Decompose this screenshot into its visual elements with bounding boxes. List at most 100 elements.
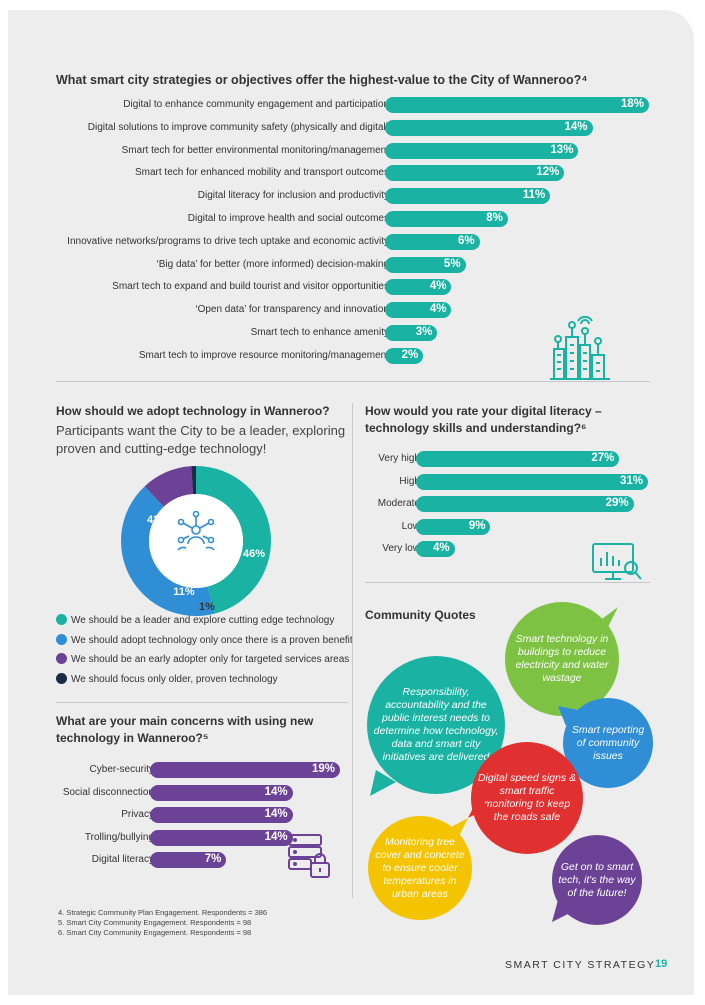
donut-hole <box>149 494 243 588</box>
bar-label: Smart tech to expand and build tourist a… <box>112 281 389 293</box>
bar-value: 29% <box>605 497 629 510</box>
bubble-tail <box>442 818 468 838</box>
bar: 14% <box>150 829 293 846</box>
bar-value: 4% <box>433 542 450 555</box>
bar-label: Digital literacy <box>91 854 154 866</box>
bar-value: 12% <box>536 166 560 179</box>
bar-value: 8% <box>486 212 503 224</box>
column-divider <box>352 403 353 898</box>
legend-item: We should focus only older, proven techn… <box>56 672 278 685</box>
bubble-tail <box>558 706 578 726</box>
adopt-donut-chart: 46% 42% 11% 1% <box>121 466 272 616</box>
quote-text: Monitoring tree cover and concrete to en… <box>375 835 465 900</box>
legend-label: We should adopt technology only once the… <box>71 634 353 646</box>
bar-label: Digital solutions to improve community s… <box>87 121 389 133</box>
donut-value-label: 42% <box>147 514 169 526</box>
quote-text: Responsibility, accountability and the p… <box>373 686 499 763</box>
donut-value-label: 46% <box>243 548 265 560</box>
legend-item: We should adopt technology only once the… <box>56 633 353 646</box>
bar: 2% <box>385 347 424 364</box>
donut-slice <box>196 466 272 614</box>
concerns-title: What are your main concerns with using n… <box>56 714 314 745</box>
bar-value: 4% <box>429 280 447 293</box>
bar: 8% <box>385 211 508 227</box>
legend-label: We should be an early adopter only for t… <box>71 654 350 665</box>
report-page: What smart city strategies or objectives… <box>8 10 694 995</box>
bar: 7% <box>150 852 227 869</box>
quote-text: Digital speed signs & smart traffic moni… <box>477 772 577 823</box>
bar: 14% <box>150 784 293 801</box>
bar-value: 27% <box>591 452 615 464</box>
bar-label: Very low <box>382 543 420 555</box>
quote-bubble: Responsibility, accountability and the p… <box>367 656 505 794</box>
bar-value: 5% <box>443 257 461 270</box>
bar: 29% <box>416 496 634 513</box>
bar: 6% <box>385 233 480 250</box>
city-buildings-icon <box>550 315 610 380</box>
bar-label: Trolling/bullying <box>84 831 154 843</box>
bubble-tail <box>594 607 618 627</box>
bar-label: Privacy <box>121 809 154 821</box>
bar: 31% <box>416 473 648 490</box>
bar-value: 4% <box>429 303 447 316</box>
divider <box>56 381 650 382</box>
legend-item: We should be a leader and explore cuttin… <box>56 614 334 626</box>
bubble-tail <box>552 900 572 922</box>
bar: 19% <box>150 762 340 778</box>
bar: 3% <box>385 325 438 341</box>
bar-label: Cyber-security <box>89 764 154 775</box>
bar-label: ‘Big data’ for better (more informed) de… <box>156 258 389 270</box>
bubble-tail <box>468 794 488 818</box>
legend-swatch <box>56 672 67 684</box>
adopt-title: How should we adopt technology in Wanner… <box>56 404 330 418</box>
bar-value: 18% <box>620 98 644 110</box>
adopt-lead: Participants want the City to be a leade… <box>56 423 346 456</box>
bar: 12% <box>385 165 565 182</box>
quotes-title: Community Quotes <box>365 608 476 622</box>
bar-value: 14% <box>264 808 288 821</box>
bar-value: 3% <box>415 326 433 338</box>
bar-label: Smart tech for better environmental moni… <box>121 144 389 156</box>
bar-value: 14% <box>564 120 588 133</box>
bar: 9% <box>416 518 491 535</box>
bar-value: 19% <box>311 763 335 775</box>
bar-label: Very high <box>378 453 420 464</box>
bar-value: 6% <box>458 234 475 247</box>
bar: 4% <box>385 279 452 296</box>
bar: 18% <box>385 97 649 113</box>
quote-text: Smart reporting of community issues <box>571 723 645 762</box>
bar: 5% <box>385 256 466 273</box>
footnote: 4. Strategic Community Plan Engagement. … <box>58 908 268 917</box>
bar: 4% <box>385 302 452 319</box>
bar-value: 11% <box>522 189 546 202</box>
donut-slice <box>121 486 215 616</box>
bar-label: Low <box>401 520 420 532</box>
donut-slice <box>191 466 196 495</box>
legend-swatch <box>56 633 67 645</box>
bar-label: Smart tech for enhanced mobility and tra… <box>134 167 389 179</box>
network-people-icon <box>177 510 215 551</box>
literacy-title: How would you rate your digital literacy… <box>365 404 602 435</box>
quote-text: Smart technology in buildings to reduce … <box>515 633 609 684</box>
bar-value: 9% <box>468 519 486 532</box>
divider <box>56 702 348 703</box>
bar-label: High <box>399 475 420 487</box>
bar: 14% <box>385 119 593 136</box>
footer-title: SMART CITY STRATEGY <box>505 959 656 971</box>
donut-value-label: 1% <box>199 601 215 613</box>
legend-label: We should be a leader and explore cuttin… <box>71 615 335 626</box>
bar-label: Digital literacy for inclusion and produ… <box>197 190 389 202</box>
quote-bubble: Smart technology in buildings to reduce … <box>505 602 619 716</box>
donut-value-label: 11% <box>173 586 195 598</box>
bar-value: 14% <box>264 830 288 843</box>
footnote: 5. Smart City Community Engagement. Resp… <box>58 918 252 927</box>
bar-label: Digital to improve health and social out… <box>187 213 389 224</box>
page-number: 19 <box>655 958 668 970</box>
bubble-tail <box>370 770 396 796</box>
bar-label: ‘Open data’ for transparency and innovat… <box>195 304 389 316</box>
strategies-title: What smart city strategies or objectives… <box>56 73 588 87</box>
bar: 13% <box>385 142 579 159</box>
footnote: 6. Smart City Community Engagement. Resp… <box>58 928 252 937</box>
bar-label: Innovative networks/programs to drive te… <box>67 235 389 247</box>
bar-value: 14% <box>264 785 288 798</box>
